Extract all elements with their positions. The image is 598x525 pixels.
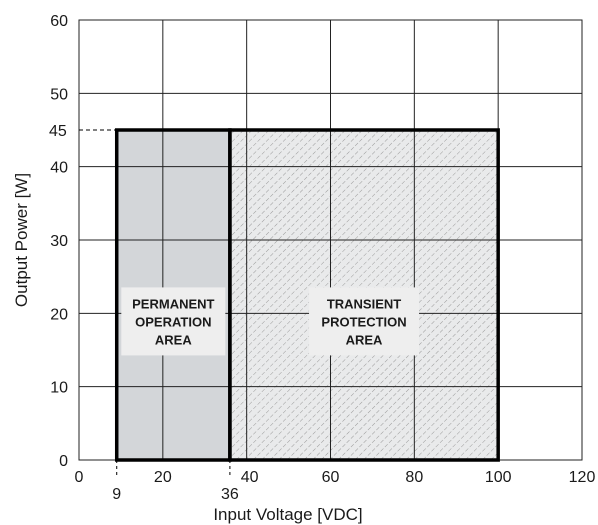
y-tick-label: 20 [50, 306, 68, 323]
region-label-line: TRANSIENT [327, 296, 401, 311]
y-tick-label: 30 [50, 233, 68, 250]
x-tick-label: 0 [75, 469, 84, 486]
y-tick-label: 10 [50, 380, 68, 397]
x-tick-label: 80 [405, 469, 423, 486]
y-tick-label: 60 [50, 13, 68, 30]
region-label-line: PROTECTION [321, 314, 406, 329]
region-label-line: AREA [346, 332, 383, 347]
reference-tick-labels: 45 9 36 [49, 123, 239, 503]
region-label-line: PERMANENT [132, 296, 214, 311]
region-label-box-0 [121, 287, 226, 356]
x-axis-title: Input Voltage [VDC] [213, 505, 362, 524]
reference-tick-label: 9 [112, 486, 121, 503]
reference-tick-label: 45 [49, 123, 67, 140]
region-label-line: OPERATION [135, 314, 211, 329]
reference-lines-layer [79, 129, 231, 478]
region-label-line: AREA [155, 332, 192, 347]
x-tick-label: 120 [569, 469, 596, 486]
region-borders-layer [114, 128, 500, 462]
x-tick-label: 100 [485, 469, 512, 486]
x-tick-label: 40 [241, 469, 259, 486]
region-border-1 [228, 128, 500, 462]
y-tick-label: 40 [50, 160, 68, 177]
reference-tick-label: 36 [221, 486, 239, 503]
x-tick-label: 60 [322, 469, 340, 486]
region-labels-layer: PERMANENT OPERATION AREA TRANSIENT PROTECTIO… [121, 287, 420, 356]
y-tick-labels: 0 10 20 30 40 50 60 [50, 13, 68, 470]
y-axis-title: Output Power [W] [12, 173, 31, 307]
region-label-box-1 [309, 287, 420, 356]
y-tick-label: 50 [50, 86, 68, 103]
y-tick-label: 0 [59, 453, 68, 470]
x-tick-labels: 0 20 40 60 80 100 120 [75, 469, 596, 486]
x-tick-label: 20 [154, 469, 172, 486]
